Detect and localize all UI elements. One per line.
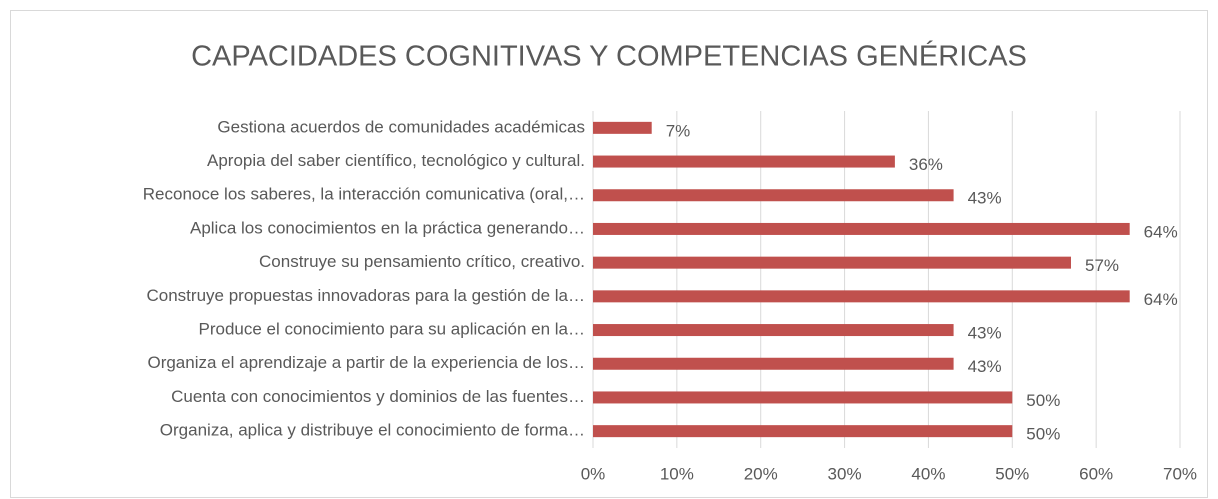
y-tick-label: Organiza, aplica y distribuye el conocim… (160, 421, 585, 440)
y-tick-label: Reconoce los saberes, la interacción com… (143, 185, 585, 204)
bar (593, 324, 954, 337)
chart-frame (10, 10, 1208, 498)
bar (593, 425, 1013, 438)
data-label: 50% (1026, 425, 1060, 444)
bar (593, 121, 652, 134)
x-tick-label: 60% (1079, 464, 1113, 483)
data-label: 43% (968, 189, 1002, 208)
x-tick-label: 0% (581, 464, 606, 483)
bar (593, 256, 1071, 269)
bar (593, 290, 1130, 303)
data-label: 64% (1144, 290, 1178, 309)
y-tick-label: Construye su pensamiento crítico, creati… (259, 252, 585, 271)
data-label: 64% (1144, 222, 1178, 241)
y-tick-label: Gestiona acuerdos de comunidades académi… (217, 117, 585, 136)
data-label: 7% (666, 121, 691, 140)
bar (593, 391, 1013, 404)
y-tick-label: Apropia del saber científico, tecnológic… (207, 151, 585, 170)
bar (593, 189, 954, 202)
y-tick-label: Produce el conocimiento para su aplicaci… (198, 320, 585, 339)
data-label: 43% (968, 357, 1002, 376)
data-label: 43% (968, 324, 1002, 343)
bar (593, 155, 895, 168)
x-tick-label: 20% (744, 464, 778, 483)
x-tick-label: 40% (911, 464, 945, 483)
x-tick-label: 10% (660, 464, 694, 483)
y-tick-label: Organiza el aprendizaje a partir de la e… (147, 353, 585, 372)
y-tick-label: Cuenta con conocimientos y dominios de l… (171, 387, 585, 406)
data-label: 57% (1085, 256, 1119, 275)
x-tick-label: 70% (1163, 464, 1197, 483)
data-label: 50% (1026, 391, 1060, 410)
data-label: 36% (909, 155, 943, 174)
bar (593, 357, 954, 370)
bar (593, 222, 1130, 235)
y-tick-label: Aplica los conocimientos en la práctica … (190, 218, 585, 237)
x-tick-label: 30% (828, 464, 862, 483)
y-tick-label: Construye propuestas innovadoras para la… (147, 286, 586, 305)
chart-title: CAPACIDADES COGNITIVAS Y COMPETENCIAS GE… (191, 40, 1027, 73)
x-tick-label: 50% (995, 464, 1029, 483)
